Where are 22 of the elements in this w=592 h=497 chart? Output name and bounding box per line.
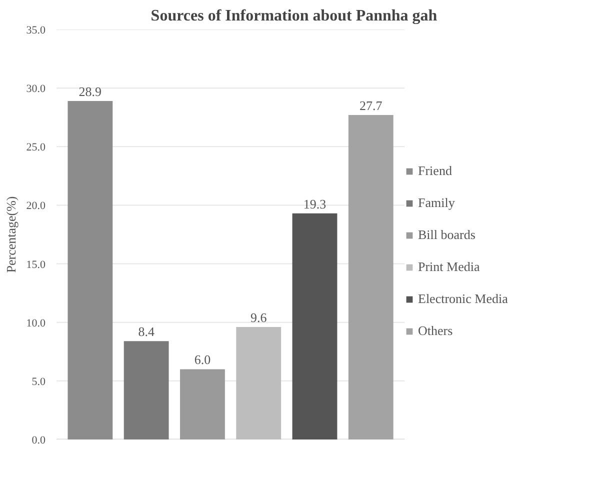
- y-tick-label: 0.0: [32, 434, 46, 446]
- y-tick-label: 25.0: [26, 142, 46, 154]
- y-tick-label: 30.0: [26, 83, 46, 96]
- y-tick-label: 20.0: [26, 200, 46, 212]
- y-tick-label: 35.0: [26, 24, 46, 36]
- legend-label: Electronic Media: [418, 291, 508, 307]
- data-label: 8.4: [138, 324, 155, 340]
- data-label: 6.0: [194, 352, 211, 368]
- legend-label: Family: [418, 195, 455, 211]
- data-label: 19.3: [303, 196, 326, 212]
- y-axis-title: Percentage(%): [3, 196, 18, 273]
- legend-label: Friend: [418, 163, 452, 179]
- legend-label: Bill boards: [418, 227, 476, 243]
- y-tick-label: 15.0: [26, 258, 46, 271]
- data-label: 28.9: [78, 84, 102, 99]
- chart-title: Sources of Information about Pannha gah: [150, 8, 438, 24]
- data-label: 27.7: [360, 98, 383, 114]
- data-label: 9.6: [250, 310, 268, 326]
- legend-label: Others: [418, 323, 453, 339]
- y-tick-label: 10.0: [26, 317, 46, 330]
- legend-label: Print Media: [418, 259, 480, 275]
- y-tick-label: 5.0: [32, 376, 46, 388]
